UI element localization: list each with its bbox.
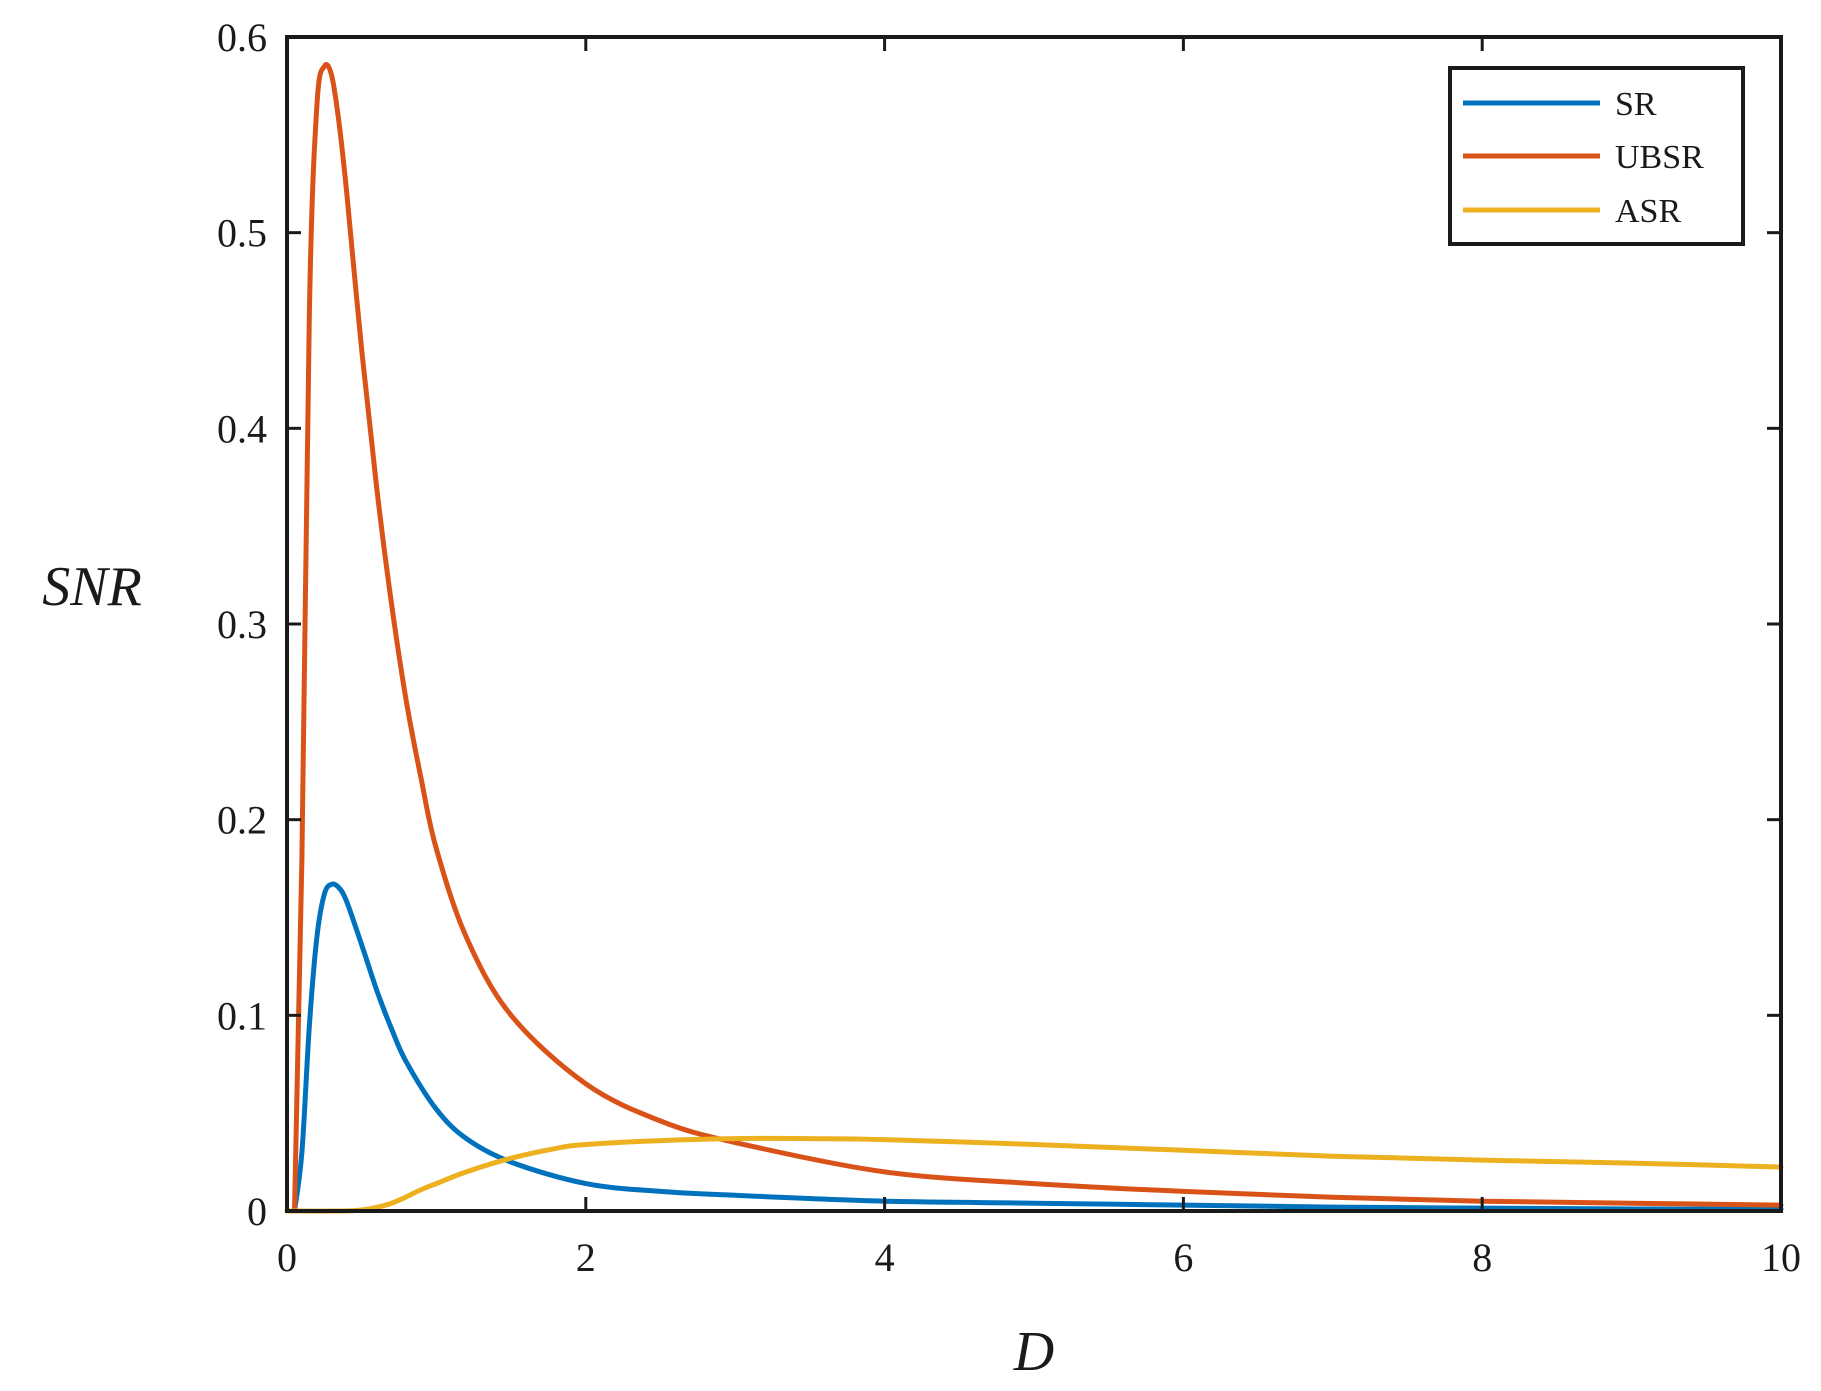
- plot-frame: [285, 35, 1783, 1213]
- series-line-asr: [284, 1135, 1784, 1214]
- series-layer: [284, 61, 1784, 1214]
- y-tick-label-4: 0.4: [217, 406, 267, 451]
- x-tick-label-5: 10: [1761, 1235, 1801, 1280]
- y-tick-label-3: 0.3: [217, 602, 267, 647]
- series-line-ubsr: [292, 61, 1784, 1214]
- x-tick-label-3: 6: [1173, 1235, 1193, 1280]
- y-tick-label-2: 0.2: [217, 798, 267, 843]
- x-tick-label-4: 8: [1472, 1235, 1492, 1280]
- tick-labels-layer: 0 2 4 6 8 10 0 0.1 0.2 0.3 0.4 0.5 0.6: [217, 15, 1801, 1280]
- legend: SR UBSR ASR: [1448, 66, 1745, 246]
- x-tick-label-1: 2: [576, 1235, 596, 1280]
- legend-label-sr: SR: [1615, 86, 1657, 123]
- y-axis-label: SNR: [42, 556, 142, 618]
- legend-label-asr: ASR: [1615, 193, 1681, 230]
- y-tick-label-0: 0: [247, 1189, 267, 1234]
- y-tick-label-1: 0.1: [217, 993, 267, 1038]
- series-line-sr: [292, 881, 1784, 1214]
- y-tick-label-6: 0.6: [217, 15, 267, 60]
- x-tick-label-2: 4: [875, 1235, 895, 1280]
- x-axis-label: D: [1013, 1321, 1054, 1383]
- y-tick-label-5: 0.5: [217, 211, 267, 256]
- legend-label-ubsr: UBSR: [1615, 139, 1704, 176]
- x-tick-label-0: 0: [277, 1235, 297, 1280]
